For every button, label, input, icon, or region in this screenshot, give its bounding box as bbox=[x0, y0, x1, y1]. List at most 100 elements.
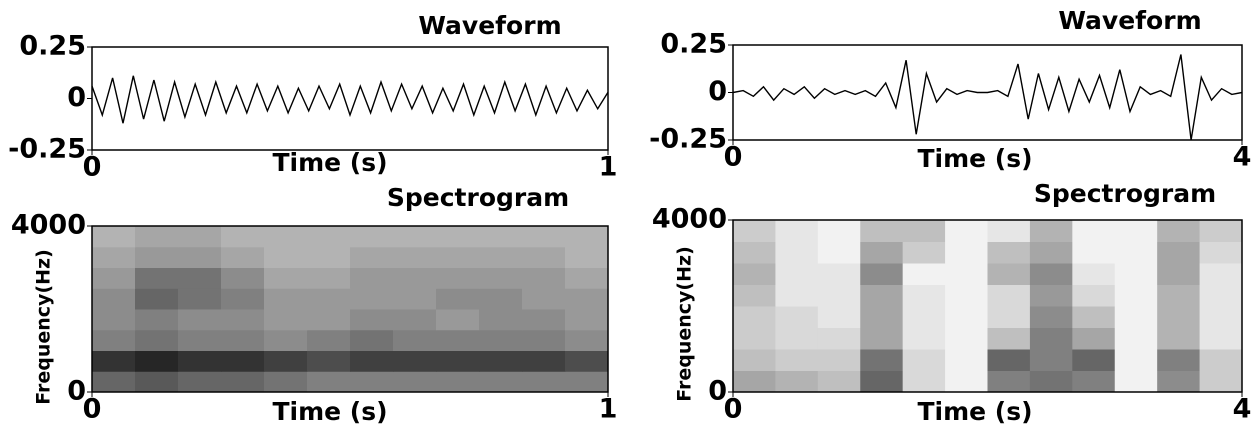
spectrogram-cell bbox=[92, 226, 136, 248]
y-tick-label: 0 bbox=[708, 376, 727, 407]
spectrogram-cell bbox=[1072, 284, 1116, 307]
spectrogram-cell bbox=[92, 350, 136, 372]
spectrogram-cell bbox=[135, 267, 179, 289]
spectrogram-cell bbox=[436, 329, 480, 351]
spectrogram-cell bbox=[775, 263, 819, 285]
spectrogram-cell bbox=[135, 309, 179, 331]
spectrogram-cell bbox=[479, 226, 523, 248]
spectrogram-cell bbox=[565, 329, 609, 351]
spectrogram-cell bbox=[264, 309, 308, 331]
spectrogram-cell bbox=[945, 306, 988, 328]
spectrogram-cell bbox=[1072, 263, 1116, 285]
spectrogram-cell bbox=[1072, 327, 1116, 350]
spectrogram-cell bbox=[479, 371, 523, 393]
spectrogram-cell bbox=[307, 246, 351, 268]
spectrogram-cell bbox=[221, 371, 265, 393]
spectrogram-cell bbox=[393, 288, 437, 310]
spectrogram-cell bbox=[350, 288, 394, 310]
spectrogram-cell bbox=[135, 288, 179, 310]
x-tick-label: 0 bbox=[724, 142, 743, 173]
spectrogram-cell bbox=[479, 350, 523, 372]
x-axis-label: Time (s) bbox=[917, 144, 1032, 173]
spectrogram-cell bbox=[945, 349, 988, 371]
spectrogram-cell bbox=[987, 284, 1031, 307]
spectrogram-cell bbox=[565, 267, 609, 289]
spectrogram-cell bbox=[1029, 241, 1073, 264]
spectrogram-cell bbox=[1029, 370, 1073, 393]
spectrogram-cell bbox=[945, 284, 988, 307]
spectrogram-cell bbox=[565, 226, 609, 248]
spectrogram-cell bbox=[436, 309, 480, 331]
chart-title: Waveform bbox=[1058, 6, 1201, 35]
spectrogram-cell bbox=[1199, 349, 1243, 371]
spectrogram-cell bbox=[92, 267, 136, 289]
spectrogram-cell bbox=[436, 246, 480, 268]
spectrogram-cell bbox=[1157, 284, 1201, 307]
y-axis-label: Frequency(Hz) bbox=[33, 249, 55, 405]
spectrogram-cell bbox=[565, 309, 609, 331]
spectrogram-cell bbox=[987, 241, 1031, 264]
x-tick-label: 4 bbox=[1233, 394, 1252, 425]
spectrogram-cell bbox=[135, 226, 179, 248]
spectrogram-cell bbox=[860, 349, 904, 371]
spectrogram-cell bbox=[1199, 284, 1243, 307]
spectrogram-cell bbox=[479, 329, 523, 351]
spectrogram-cell bbox=[817, 327, 861, 350]
spectrogram-cell bbox=[92, 288, 136, 310]
y-tick-label: 4000 bbox=[11, 210, 86, 241]
spectrogram-cell bbox=[902, 241, 946, 264]
spectrogram-cell bbox=[264, 371, 308, 393]
spectrogram-cell bbox=[987, 220, 1031, 242]
spectrogram-cell bbox=[775, 306, 819, 328]
plot-frame bbox=[91, 225, 609, 393]
spectrogram-cell bbox=[1157, 241, 1201, 264]
spectrogram-cell bbox=[393, 226, 437, 248]
y-tick-label: 0.25 bbox=[19, 31, 86, 62]
spectrogram-cell bbox=[178, 309, 222, 331]
spectrogram-cell bbox=[178, 267, 222, 289]
spectrogram-cell bbox=[393, 246, 437, 268]
spectrogram-cell bbox=[987, 263, 1031, 285]
spectrogram-cell bbox=[1114, 241, 1158, 264]
y-tick-label: 0.25 bbox=[660, 29, 727, 60]
spectrogram-cell bbox=[221, 309, 265, 331]
spectrogram-cell bbox=[307, 350, 351, 372]
plot-frame bbox=[732, 219, 1243, 393]
y-axis-label: Frequency(Hz) bbox=[674, 246, 696, 402]
spectrogram-cell bbox=[221, 267, 265, 289]
waveform-line bbox=[91, 75, 609, 124]
spectrogram-cell bbox=[393, 267, 437, 289]
spectrogram-cell bbox=[817, 370, 861, 393]
spectrogram-cell bbox=[92, 309, 136, 331]
spectrogram-cell bbox=[436, 288, 480, 310]
y-tick-label: 0 bbox=[67, 376, 86, 407]
spectrogram-cell bbox=[436, 371, 480, 393]
spectrogram-cell bbox=[307, 329, 351, 351]
spectrogram-cell bbox=[1029, 327, 1073, 350]
spectrogram-cell bbox=[1029, 306, 1073, 328]
spectrogram-cell bbox=[350, 246, 394, 268]
x-axis-label: Time (s) bbox=[917, 397, 1032, 426]
y-tick-label: -0.25 bbox=[649, 124, 727, 155]
spectrogram-cell bbox=[1072, 241, 1116, 264]
spectrogram-cell bbox=[264, 267, 308, 289]
spectrogram-cell bbox=[733, 220, 776, 242]
spectrogram-cell bbox=[350, 267, 394, 289]
spectrogram-cell bbox=[860, 220, 904, 242]
spectrogram-cell bbox=[135, 329, 179, 351]
x-tick-label: 0 bbox=[724, 394, 743, 425]
spectrogram-cell bbox=[1114, 370, 1158, 393]
spectrogram-cell bbox=[307, 309, 351, 331]
spectrogram-cell bbox=[221, 288, 265, 310]
spectrogram-cell bbox=[1199, 263, 1243, 285]
spectrogram-cell bbox=[902, 220, 946, 242]
spectrogram-cell bbox=[733, 306, 776, 328]
spectrogram-cell bbox=[817, 349, 861, 371]
spectrogram-cell bbox=[1199, 241, 1243, 264]
spectrogram-cell bbox=[1114, 306, 1158, 328]
spectrogram-cell bbox=[350, 226, 394, 248]
spectrogram-cell bbox=[987, 306, 1031, 328]
chart-title: Spectrogram bbox=[387, 183, 569, 212]
spectrogram-cell bbox=[775, 241, 819, 264]
